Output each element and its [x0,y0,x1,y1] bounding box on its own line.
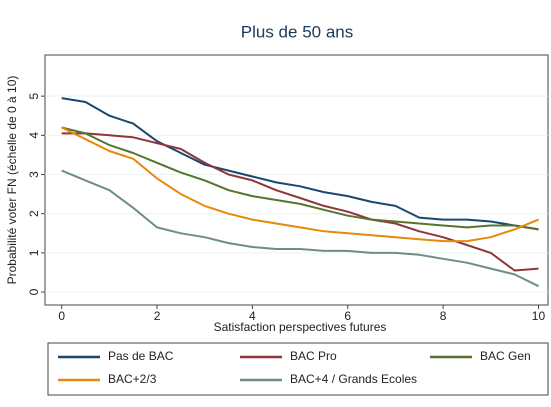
y-tick-label: 1 [27,249,41,256]
series-line [61,97,539,231]
x-tick-label: 2 [154,309,161,323]
y-axis-label: Probabilité voter FN (échelle de 0 à 10) [5,76,19,285]
series-line [61,126,539,231]
series-line [61,169,539,288]
x-tick-label: 4 [249,309,256,323]
y-tick-label: 2 [27,210,41,217]
y-tick-label: 5 [27,92,41,99]
legend-label: BAC Gen [480,349,531,363]
y-tick-label: 0 [27,288,41,295]
series-line [61,126,539,243]
legend-label: BAC Pro [290,349,337,363]
legend-label: BAC+4 / Grands Ecoles [290,372,417,386]
x-tick-label: 8 [440,309,447,323]
series-line [61,132,539,272]
x-tick-label: 10 [532,309,546,323]
chart-title: Plus de 50 ans [241,22,353,41]
y-tick-label: 4 [27,132,41,139]
x-tick-label: 0 [58,309,65,323]
y-tick-label: 3 [27,171,41,178]
legend-box [47,342,549,396]
plot-frame [44,54,549,306]
x-axis-label: Satisfaction perspectives futures [214,320,387,334]
legend-label: Pas de BAC [108,349,174,363]
x-tick-label: 6 [344,309,351,323]
legend-label: BAC+2/3 [108,372,157,386]
